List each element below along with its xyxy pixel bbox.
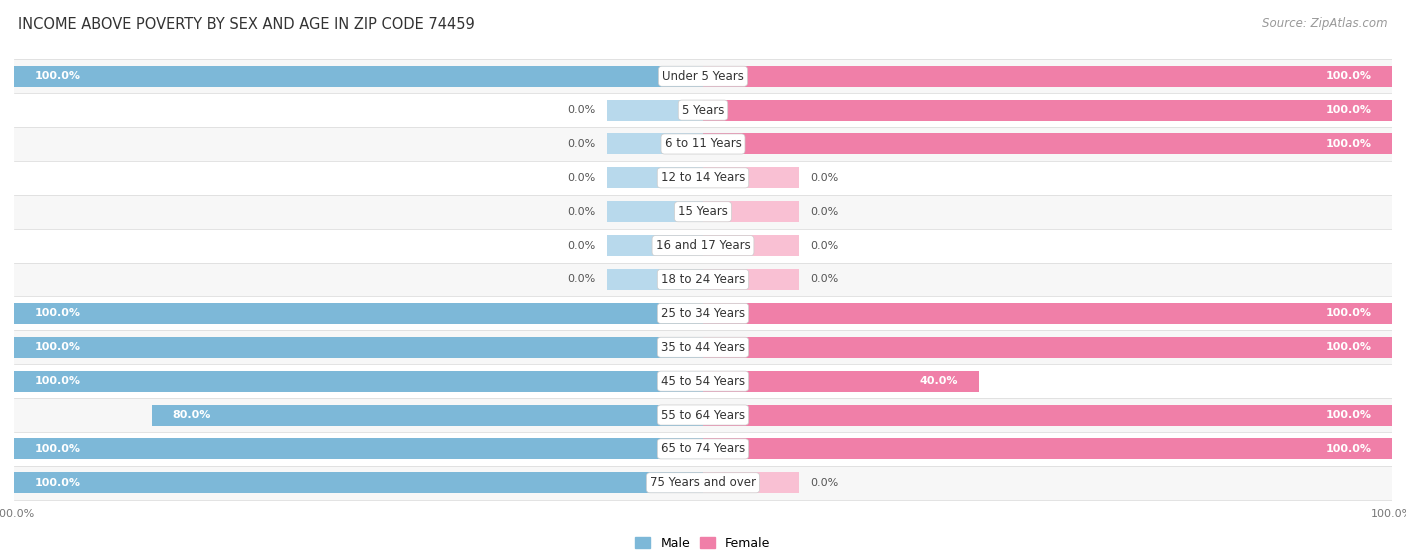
Bar [606,134,703,154]
Text: 100.0%: 100.0% [1326,139,1371,149]
Bar [606,201,703,222]
Text: 0.0%: 0.0% [567,173,596,183]
Bar [14,229,1392,263]
Text: 18 to 24 Years: 18 to 24 Years [661,273,745,286]
Text: 0.0%: 0.0% [567,240,596,250]
Bar [703,371,979,392]
Bar [703,167,800,188]
Text: 0.0%: 0.0% [567,139,596,149]
Text: 100.0%: 100.0% [1326,444,1371,454]
Bar [606,167,703,188]
Text: 35 to 44 Years: 35 to 44 Years [661,341,745,354]
Bar [14,398,1392,432]
Text: 100.0%: 100.0% [1326,410,1371,420]
Bar [703,472,800,493]
Bar [703,303,1392,324]
Text: 100.0%: 100.0% [35,342,80,352]
Bar [14,371,703,392]
Bar [14,66,703,87]
Text: 0.0%: 0.0% [810,274,839,285]
Text: 55 to 64 Years: 55 to 64 Years [661,409,745,421]
Text: 100.0%: 100.0% [1326,309,1371,319]
Text: 6 to 11 Years: 6 to 11 Years [665,138,741,150]
Text: 100.0%: 100.0% [35,71,80,81]
Text: 100.0%: 100.0% [1326,342,1371,352]
Bar [14,161,1392,195]
Text: 100.0%: 100.0% [35,444,80,454]
Bar [606,269,703,290]
Legend: Male, Female: Male, Female [630,532,776,555]
Bar [14,303,703,324]
Text: 45 to 54 Years: 45 to 54 Years [661,375,745,387]
Bar [14,195,1392,229]
Text: 80.0%: 80.0% [173,410,211,420]
Text: 0.0%: 0.0% [567,274,596,285]
Bar [14,263,1392,296]
Text: 0.0%: 0.0% [810,173,839,183]
Bar [14,296,1392,330]
Bar [703,438,1392,459]
Bar [14,438,703,459]
Text: 100.0%: 100.0% [1326,105,1371,115]
Text: 100.0%: 100.0% [35,478,80,488]
Bar [703,337,1392,358]
Bar [14,466,1392,500]
Text: 0.0%: 0.0% [567,207,596,217]
Bar [14,337,703,358]
Text: Under 5 Years: Under 5 Years [662,70,744,83]
Bar [14,127,1392,161]
Bar [152,405,703,425]
Bar [703,66,1392,87]
Text: 25 to 34 Years: 25 to 34 Years [661,307,745,320]
Text: 0.0%: 0.0% [810,207,839,217]
Text: 0.0%: 0.0% [810,478,839,488]
Bar [703,201,800,222]
Text: 0.0%: 0.0% [810,240,839,250]
Text: INCOME ABOVE POVERTY BY SEX AND AGE IN ZIP CODE 74459: INCOME ABOVE POVERTY BY SEX AND AGE IN Z… [18,17,475,32]
Text: 12 to 14 Years: 12 to 14 Years [661,172,745,184]
Text: 75 Years and over: 75 Years and over [650,476,756,489]
Text: 40.0%: 40.0% [920,376,957,386]
Bar [14,93,1392,127]
Bar [14,432,1392,466]
Bar [14,472,703,493]
Text: 15 Years: 15 Years [678,205,728,218]
Bar [703,134,1392,154]
Text: 100.0%: 100.0% [35,376,80,386]
Bar [14,59,1392,93]
Bar [703,269,800,290]
Bar [606,100,703,121]
Text: 100.0%: 100.0% [1326,71,1371,81]
Text: Source: ZipAtlas.com: Source: ZipAtlas.com [1263,17,1388,30]
Text: 5 Years: 5 Years [682,103,724,117]
Bar [14,364,1392,398]
Bar [14,330,1392,364]
Bar [703,100,1392,121]
Text: 100.0%: 100.0% [35,309,80,319]
Bar [703,235,800,256]
Text: 65 to 74 Years: 65 to 74 Years [661,442,745,456]
Bar [606,235,703,256]
Bar [703,405,1392,425]
Text: 0.0%: 0.0% [567,105,596,115]
Text: 16 and 17 Years: 16 and 17 Years [655,239,751,252]
